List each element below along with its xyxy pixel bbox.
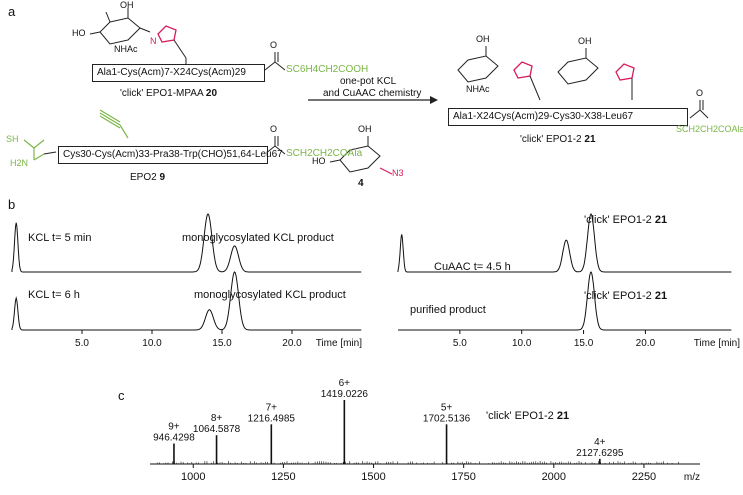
right-trace-1-annotation-text: 'click' EPO1-2	[584, 214, 652, 226]
sugar-1-nhac: NHAc	[114, 44, 138, 54]
left-trace-1-label: KCL t= 5 min	[28, 232, 92, 244]
right-trace-1-annotation: 'click' EPO1-2 21	[584, 214, 667, 226]
left-trace-1-annotation: monoglycosylated KCL product	[182, 232, 334, 244]
ms-peak-label-8+: 1064.5878	[193, 424, 241, 435]
sugar-4-ho: HO	[312, 156, 326, 166]
scheme-structures	[23, 8, 709, 175]
triazole-1	[157, 25, 177, 43]
sugar-1-oh: OH	[120, 0, 134, 10]
product-oh-2: OH	[578, 36, 592, 46]
ms-tick-label-3: 1750	[451, 471, 475, 483]
ms-tick-label-2: 1500	[361, 471, 385, 483]
hplc-trace-right-1	[397, 213, 732, 273]
ms-charge-label-6+: 6+	[339, 378, 351, 389]
left-trace-2-label: KCL t= 6 h	[28, 289, 80, 301]
triazole-1-n: N	[150, 36, 157, 46]
sugar-4-number: 4	[358, 178, 364, 189]
sugar-azide-4	[329, 136, 381, 173]
peptide-1-box: Ala1-Cys(Acm)7-X24Cys(Acm)29	[92, 64, 265, 82]
ms-charge-label-9+: 9+	[168, 422, 180, 433]
hplc-tick-label-0-2: 15.0	[212, 338, 232, 349]
hplc-tick-label-0-0: 5.0	[75, 338, 89, 349]
hplc-unit-left: Time [min]	[316, 338, 363, 349]
panel-a-label: a	[8, 4, 16, 19]
ms-tick-label-0: 1000	[181, 471, 205, 483]
ms-peak-label-7+: 1216.4985	[248, 413, 296, 424]
hplc-unit-right: Time [min]	[694, 338, 741, 349]
peptide-2-number: 9	[159, 172, 166, 183]
hplc-tick-label-1-1: 10.0	[512, 338, 532, 349]
ms-tick-label-5: 2250	[632, 471, 656, 483]
ms-peak-label-4+: 2127.6295	[576, 448, 624, 459]
sugar-4-n3: N3	[392, 168, 404, 178]
hplc-trace-left-2	[11, 271, 362, 331]
right-trace-1-number: 21	[654, 214, 668, 226]
ms-tick-label-4: 2000	[542, 471, 566, 483]
product-name: 'click' EPO1-2 21	[520, 134, 596, 145]
peptide-1-carbonyl-o: O	[270, 40, 278, 50]
product-sugar-2	[557, 48, 599, 85]
peptide-2-carbonyl-o: O	[270, 124, 278, 134]
sugar-structure-1	[89, 8, 151, 45]
ms-charge-label-4+: 4+	[594, 437, 606, 448]
peptide-2-box: Cys30-Cys(Acm)33-Pra38-Trp(CHO)51,64-Leu…	[58, 146, 283, 164]
product-triazole-2	[615, 63, 635, 81]
sugar-1-ho: HO	[72, 28, 86, 38]
reaction-arrow	[308, 96, 438, 104]
right-trace-2-number: 21	[654, 290, 668, 302]
product-box: Ala1-X24Cys(Acm)29-Cys30-X38-Leu67	[448, 108, 688, 126]
right-trace-1-label: CuAAC t= 4.5 h	[434, 261, 511, 273]
hplc-tick-label-1-2: 15.0	[574, 338, 594, 349]
right-trace-2-annotation-text: 'click' EPO1-2	[584, 290, 652, 302]
product-triazole-1	[513, 61, 533, 79]
ms-annotation-number: 21	[556, 410, 570, 422]
product-thioester: SCH2CH2COAla	[676, 124, 743, 134]
peptide-2-thioester: SCH2CH2COAla	[286, 148, 363, 159]
peptide-1-thioester: SC6H4CH2COOH	[286, 64, 369, 75]
hplc-tick-label-1-3: 20.0	[636, 338, 656, 349]
epo2-h2n: H2N	[10, 158, 29, 168]
product-carbonyl-o: O	[696, 88, 704, 98]
ms-unit-label: m/z	[684, 472, 700, 483]
hplc-tick-label-0-1: 10.0	[142, 338, 162, 349]
left-trace-2-annotation: monoglycosylated KCL product	[194, 289, 346, 301]
ms-annotation: 'click' EPO1-2 21	[486, 410, 569, 422]
product-nhac: NHAc	[466, 84, 490, 94]
arrow-label-1: one-pot KCL	[340, 76, 397, 87]
right-trace-2-annotation: 'click' EPO1-2 21	[584, 290, 667, 302]
peptide-1-name: 'click' EPO1-MPAA 20	[120, 88, 217, 99]
sugar-4-oh: OH	[358, 124, 372, 134]
right-trace-2-label: purified product	[410, 304, 486, 316]
hplc-chart: 5.0 10.0 15.0 20.0 5.0 10.0 15.0 20.0 Time [min]…	[11, 213, 741, 349]
ms-charge-label-8+: 8+	[211, 413, 223, 424]
panel-c-label: c	[118, 388, 125, 403]
hplc-trace-right-2	[398, 271, 732, 331]
peptide-2-name: EPO2 9	[130, 172, 165, 183]
ms-peak-label-6+: 1419.0226	[321, 389, 369, 400]
ms-peak-label-9+: 946.4298	[153, 433, 195, 444]
ms-charge-label-7+: 7+	[266, 402, 278, 413]
peptide-1-number: 20	[205, 88, 218, 99]
ms-charge-label-5+: 5+	[441, 402, 453, 413]
product-number: 21	[584, 134, 596, 145]
ms-annotation-text: 'click' EPO1-2	[486, 410, 554, 422]
epo2-alkyne	[99, 109, 129, 139]
ms-tick-label-1: 1250	[271, 471, 295, 483]
product-sugar-1	[457, 46, 499, 83]
product-name-text: 'click' EPO1-2	[520, 134, 582, 145]
ms-peak-label-5+: 1702.5136	[423, 413, 471, 424]
epo2-cys	[23, 139, 45, 161]
peptide-2-name-text: EPO2	[130, 172, 157, 183]
hplc-trace-left-1	[11, 213, 362, 273]
hplc-tick-label-0-3: 20.0	[282, 338, 302, 349]
product-oh: OH	[476, 34, 490, 44]
hplc-tick-label-1-0: 5.0	[453, 338, 467, 349]
panel-b-label: b	[8, 197, 16, 212]
arrow-label-2: and CuAAC chemistry	[323, 88, 422, 99]
peptide-1-name-text: 'click' EPO1-MPAA	[120, 88, 204, 99]
epo2-sh: SH	[6, 134, 19, 144]
